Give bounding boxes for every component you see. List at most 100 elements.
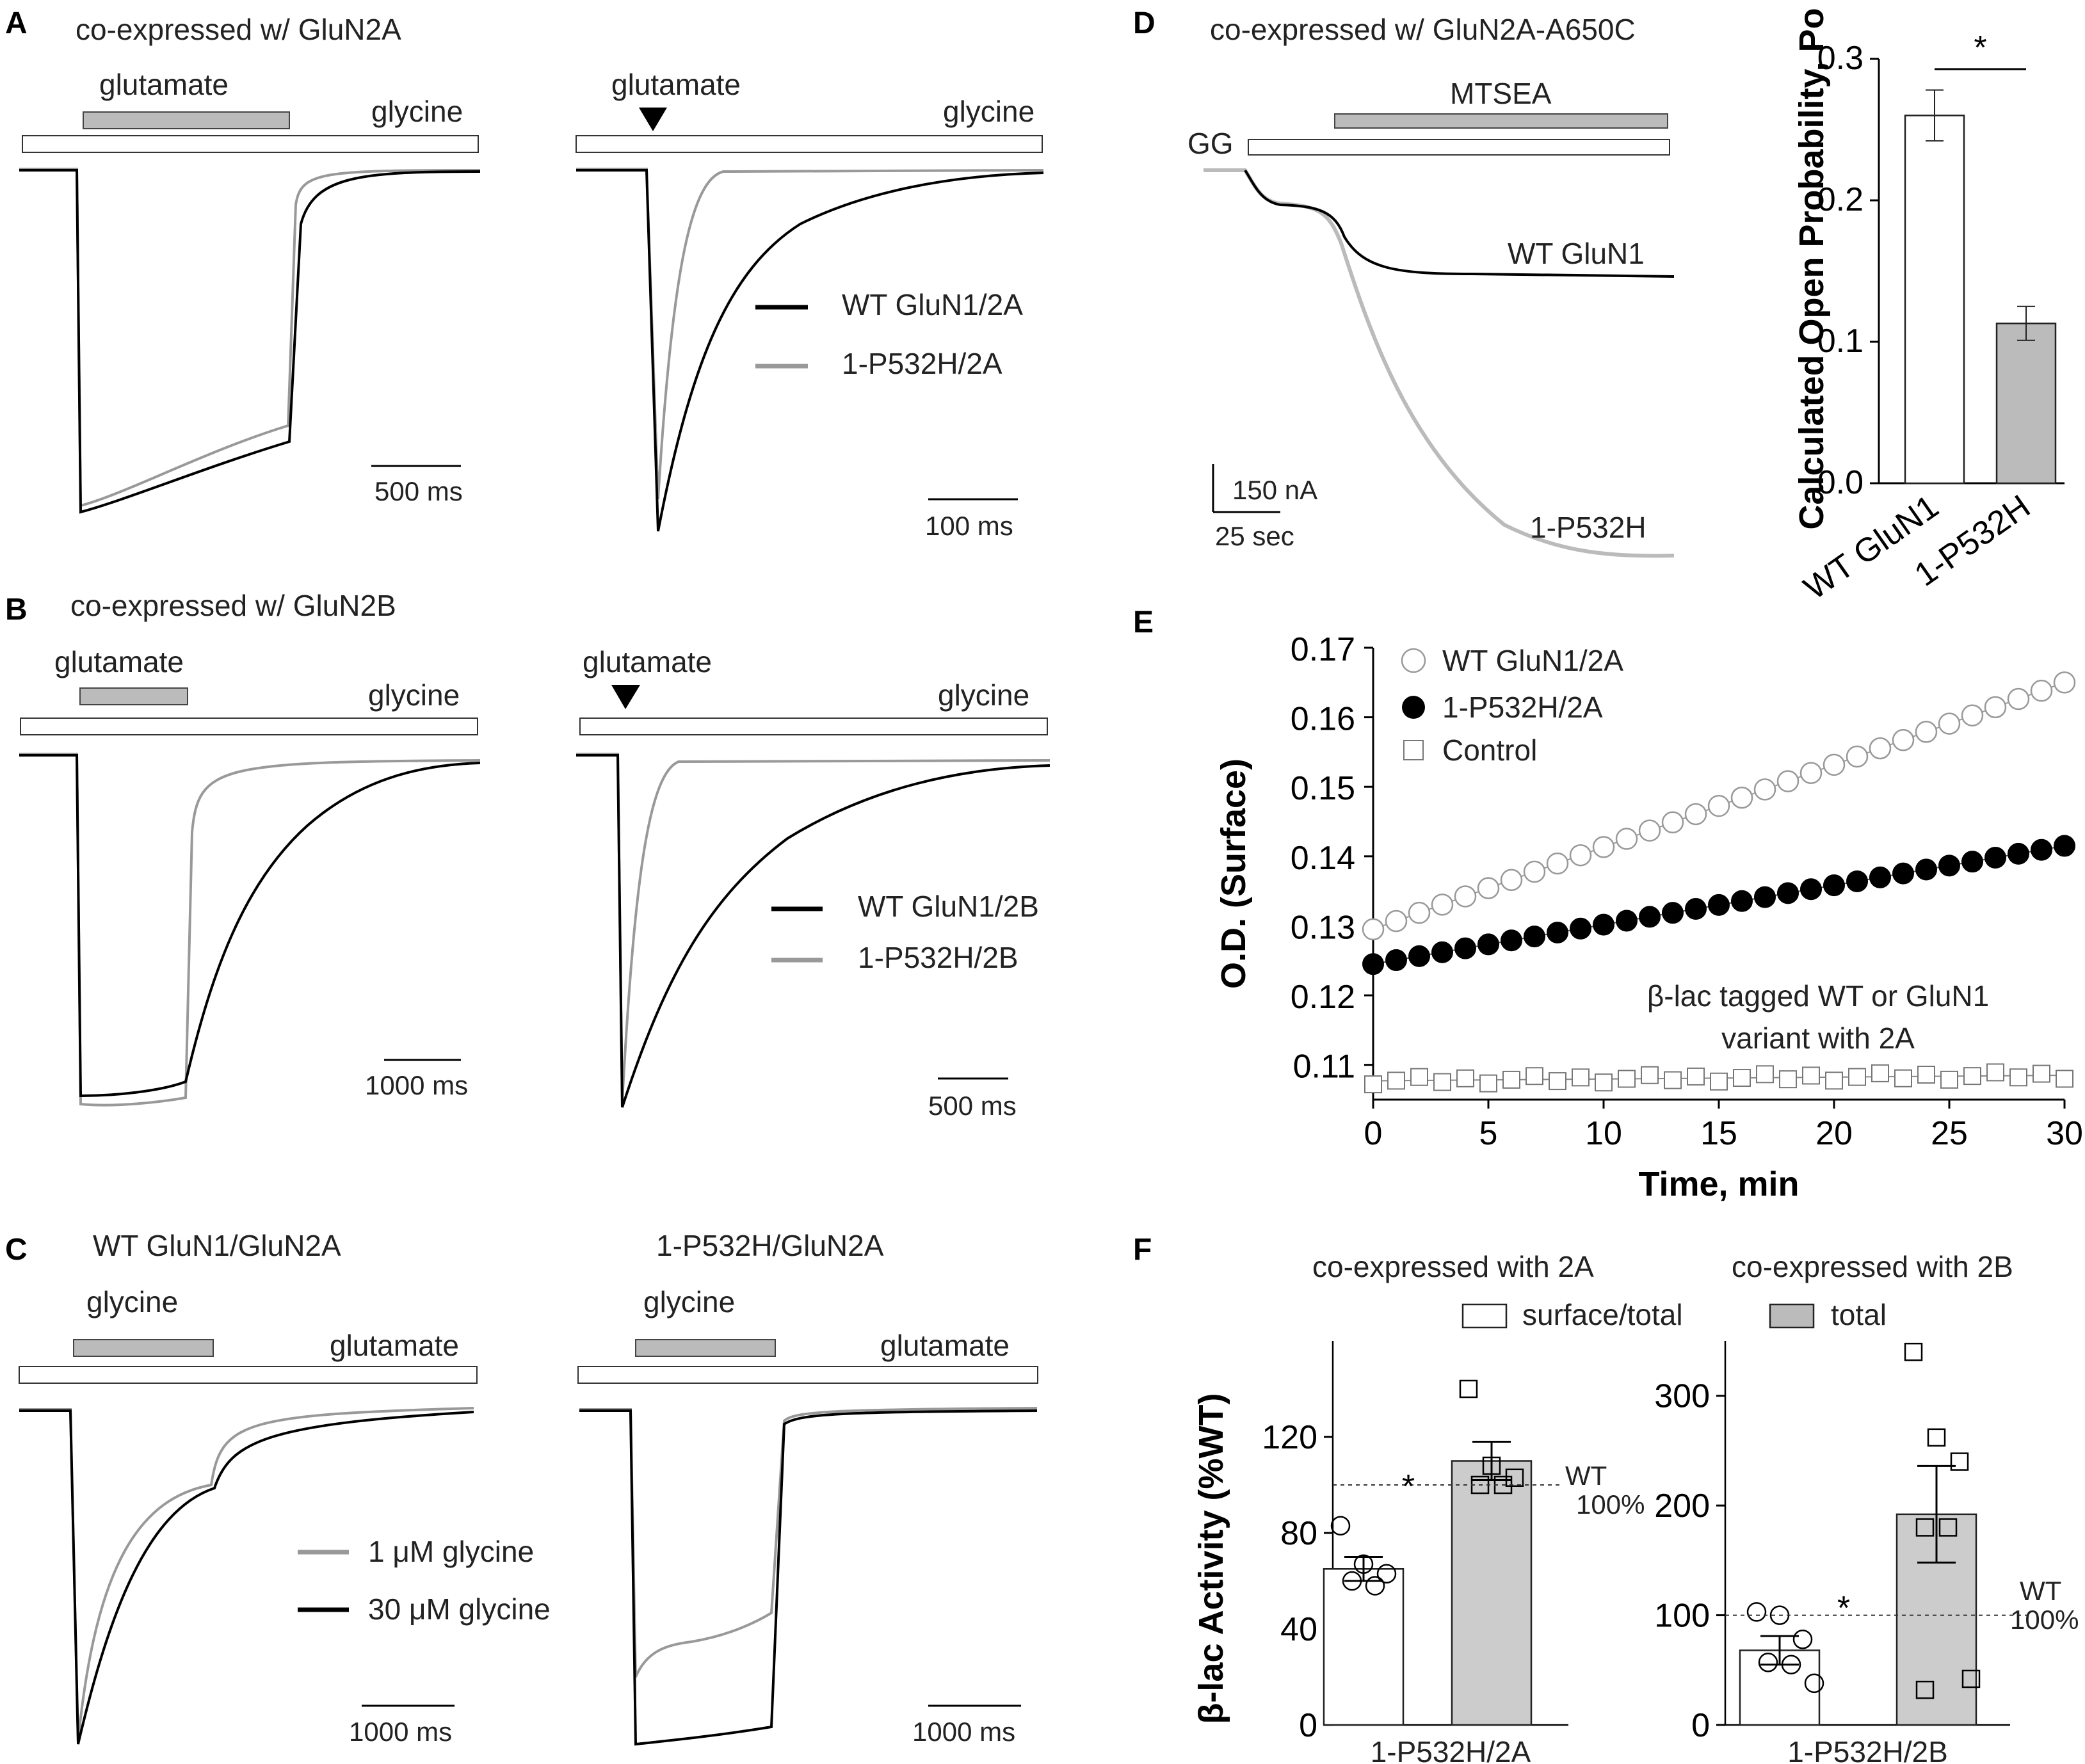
e-point-control <box>1871 1064 1889 1082</box>
panel-e-letter: E <box>1133 605 1154 639</box>
f2-significance-star: * <box>1837 1590 1850 1627</box>
panel-a-right-trace-wt <box>576 169 1044 532</box>
e-y-tick-label: 0.14 <box>1291 840 1355 877</box>
panel-a-right-glycine-bar <box>576 135 1043 153</box>
f2-point-surface <box>1792 1630 1813 1649</box>
panel-d-gg-bar <box>1248 139 1670 156</box>
f2-y-tick-label: 0 <box>1691 1707 1710 1744</box>
e-x-tick-label: 25 <box>1931 1115 1968 1152</box>
d-bar-1 <box>1995 323 2057 485</box>
e-point-wt <box>1684 803 1707 826</box>
e-y-tick-label: 0.12 <box>1291 979 1355 1016</box>
panel-a-left-trace-wt <box>19 169 481 514</box>
e-point-mutant <box>1477 933 1499 956</box>
panel-c-left-bar-label: glycine <box>86 1285 178 1319</box>
e-point-control <box>1986 1063 2004 1082</box>
e-point-control <box>1963 1067 1981 1086</box>
panel-b-letter: B <box>5 593 28 627</box>
f1-y-tick-label: 40 <box>1280 1611 1317 1648</box>
e-x-tick-label: 5 <box>1479 1115 1498 1152</box>
e-point-mutant <box>1593 913 1614 936</box>
panel-b: B co-expressed w/ GluN2B glutamate glyci… <box>5 589 1051 1121</box>
panel-d-label-wt: WT GluN1 <box>1508 237 1645 270</box>
d-y-axis-label: Calculated Open Probability, Po <box>1792 8 1831 529</box>
panel-c-right-scale-label: 1000 ms <box>912 1717 1015 1747</box>
e-point-mutant <box>1892 862 1914 885</box>
e-point-wt <box>1892 729 1915 751</box>
f1-y-tick-label: 120 <box>1262 1419 1317 1456</box>
panel-c-left-trace-1uM <box>19 1407 474 1742</box>
f1-bar-1 <box>1451 1460 1533 1726</box>
e-x-tick-label: 10 <box>1585 1115 1622 1152</box>
panel-b-right-arrowhead-icon <box>611 685 640 709</box>
e-point-mutant <box>1454 937 1476 959</box>
f2-point-total <box>1927 1428 1946 1447</box>
e-point-control <box>1848 1068 1866 1086</box>
f2-y-tick-label: 300 <box>1654 1378 1710 1415</box>
e-point-mutant <box>1984 847 2006 869</box>
e-point-control <box>1779 1070 1797 1089</box>
panel-c-letter: C <box>5 1233 28 1267</box>
e-point-control <box>1664 1071 1682 1089</box>
e-point-mutant <box>1639 906 1661 928</box>
e-legend-mutant-marker <box>1402 696 1425 719</box>
panel-d-label-mutant: 1-P532H <box>1530 511 1646 544</box>
e-point-control <box>1502 1070 1520 1089</box>
e-point-mutant <box>1800 878 1822 901</box>
e-point-wt <box>1869 737 1892 760</box>
e-point-wt <box>1823 753 1846 776</box>
panel-c-left-glutamate-bar <box>19 1366 478 1384</box>
panel-b-left-glutamate-bar <box>79 687 188 705</box>
panel-a-right-trace-mutant <box>576 168 1044 500</box>
e-point-wt <box>1661 811 1684 834</box>
e-point-control <box>1549 1072 1566 1091</box>
e-point-control <box>1825 1071 1843 1090</box>
e-point-control <box>1572 1068 1590 1087</box>
d-y-tick-label: 0.3 <box>1817 40 1864 77</box>
panel-f-wt-label-right-1: WT <box>2020 1576 2061 1606</box>
e-point-wt <box>1431 894 1454 916</box>
e-point-wt <box>1408 901 1431 924</box>
f1-significance-star: * <box>1402 1468 1415 1505</box>
e-point-mutant <box>1362 953 1384 975</box>
e-point-control <box>1641 1066 1659 1084</box>
e-point-control <box>1364 1075 1382 1094</box>
e-point-wt <box>1592 836 1615 858</box>
e-point-mutant <box>1685 898 1707 920</box>
e-point-wt <box>1500 869 1523 892</box>
f1-y-tick-label: 80 <box>1280 1515 1317 1552</box>
e-y-tick-label: 0.15 <box>1291 770 1355 807</box>
e-point-control <box>2033 1064 2050 1083</box>
panel-b-left-scale-label: 1000 ms <box>365 1070 468 1100</box>
panel-c-right-bar-label: glycine <box>643 1285 735 1319</box>
e-point-wt <box>1615 828 1638 850</box>
e-point-control <box>1387 1071 1405 1090</box>
panel-d-scale-time: 25 sec <box>1215 521 1294 551</box>
panel-a-left-trace-mutant <box>19 168 481 508</box>
e-point-control <box>1733 1069 1751 1087</box>
f1-y-tick-label: 0 <box>1299 1707 1317 1744</box>
panel-c-left-bath-label: glutamate <box>330 1329 459 1362</box>
e-point-mutant <box>1662 902 1684 924</box>
e-point-wt <box>1915 721 1938 743</box>
e-point-mutant <box>1731 890 1753 912</box>
panel-f-legend-filled-swatch <box>1769 1303 1815 1329</box>
panel-d-trace-wt <box>1244 169 1675 278</box>
f2-y-tick-label: 100 <box>1654 1598 1710 1635</box>
f1-point-surface <box>1330 1516 1351 1535</box>
panel-f-legend-open-swatch <box>1461 1303 1508 1329</box>
chart-f-2a: 0 40 80 120 * 1-P532H/2A β-lac Activity (%WT) <box>1192 1341 1568 1764</box>
panel-d-scale-current: 150 nA <box>1232 475 1317 505</box>
e-point-control <box>1756 1065 1774 1084</box>
panel-c-left-scale-label: 1000 ms <box>349 1717 452 1747</box>
e-y-tick-label: 0.16 <box>1291 701 1355 738</box>
panel-a-legend-wt: WT GluN1/2A <box>842 288 1023 321</box>
panel-b-right-trace-wt <box>576 754 1051 1108</box>
f1-point-total <box>1505 1468 1524 1487</box>
e-point-wt <box>2030 679 2053 702</box>
e-point-control <box>1526 1067 1543 1086</box>
panel-a-letter: A <box>5 6 28 40</box>
panel-e: E 0.11 0.12 0.13 0.14 0.15 0.16 0.17 0 5 10 15 20 25… <box>1133 605 2083 1203</box>
f2-point-total <box>1950 1452 1969 1471</box>
e-point-mutant <box>1777 882 1799 904</box>
